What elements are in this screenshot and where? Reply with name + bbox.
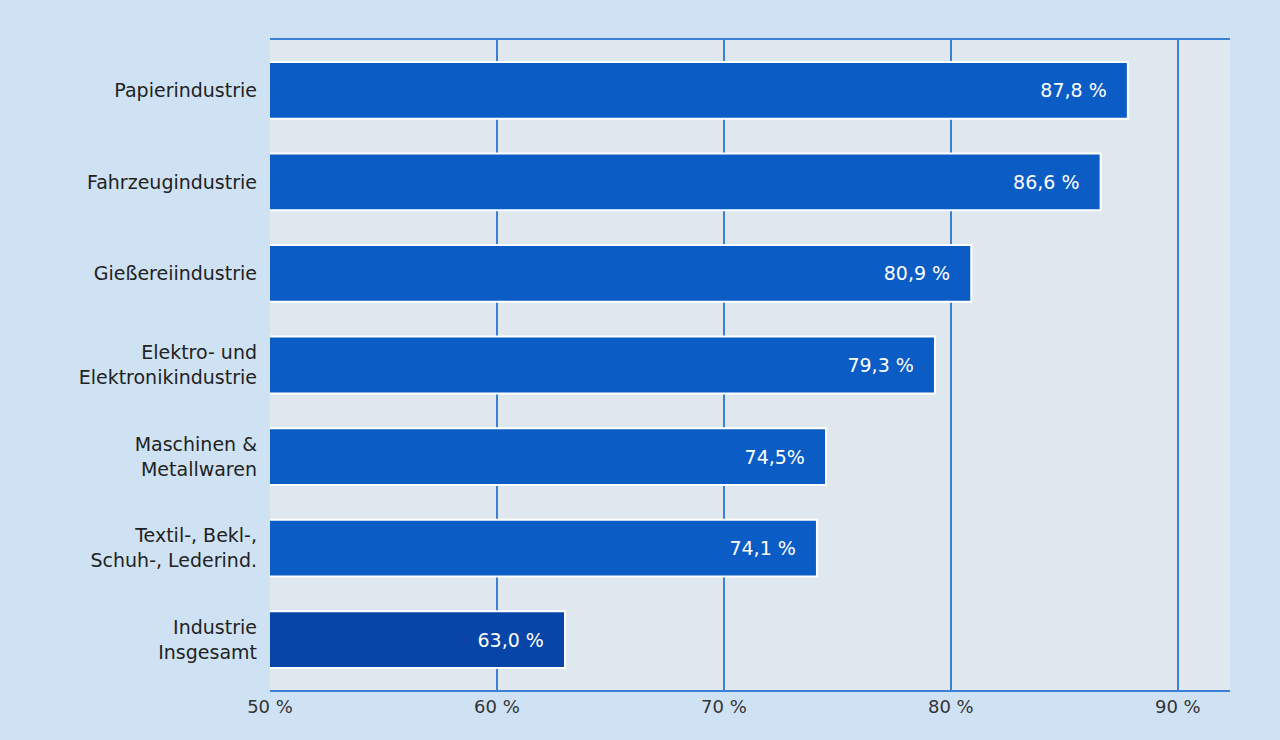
svg-text:Fahrzeugindustrie: Fahrzeugindustrie — [87, 171, 257, 193]
svg-text:74,1 %: 74,1 % — [729, 537, 814, 559]
svg-text:80,9 %: 80,9 % — [884, 262, 969, 284]
svg-text:Gießereiindustrie: Gießereiindustrie — [94, 262, 257, 284]
svg-text:70 %: 70 % — [701, 696, 747, 717]
svg-text:Maschinen &Metallwaren: Maschinen &Metallwaren — [135, 433, 258, 480]
svg-text:80 %: 80 % — [928, 696, 974, 717]
svg-text:Papierindustrie: Papierindustrie — [114, 79, 257, 101]
svg-text:79,3 %: 79,3 % — [847, 354, 932, 376]
svg-text:50 %: 50 % — [247, 696, 293, 717]
svg-text:63,0 %: 63,0 % — [478, 629, 563, 651]
svg-text:IndustrieInsgesamt: IndustrieInsgesamt — [158, 616, 257, 663]
svg-text:60 %: 60 % — [474, 696, 520, 717]
svg-text:74,5%: 74,5% — [745, 446, 823, 468]
svg-text:86,6 %: 86,6 % — [1013, 171, 1098, 193]
svg-text:90 %: 90 % — [1155, 696, 1201, 717]
svg-text:Textil-, Bekl-,Schuh-, Lederin: Textil-, Bekl-,Schuh-, Lederind. — [91, 524, 258, 571]
svg-text:Elektro- undElektronikindustri: Elektro- undElektronikindustrie — [79, 341, 257, 388]
svg-text:87,8 %: 87,8 % — [1040, 79, 1125, 101]
